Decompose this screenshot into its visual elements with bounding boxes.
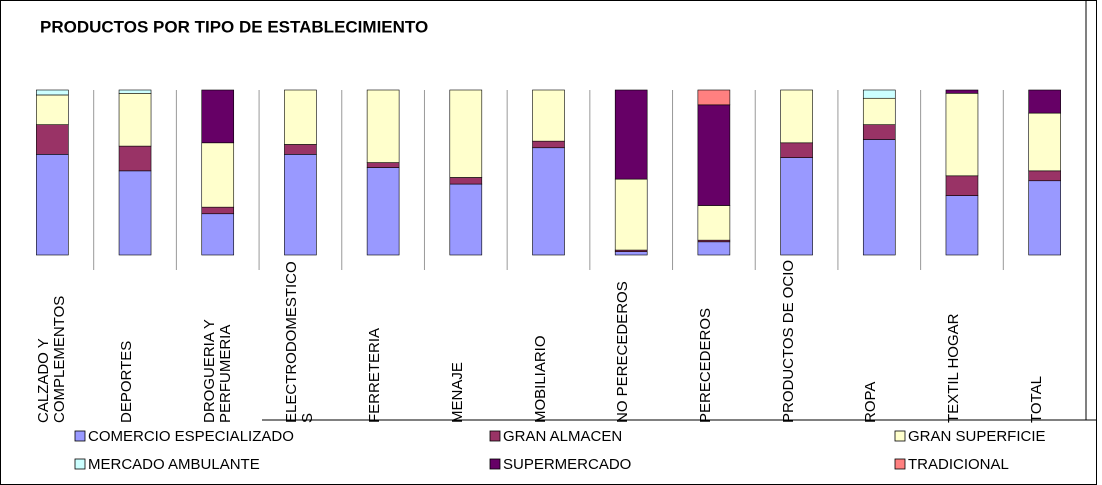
bar-segment: [118, 93, 152, 147]
x-tick-label: MENAJE: [448, 362, 466, 423]
legend-label: TRADICIONAL: [908, 456, 1009, 473]
bar-segment: [449, 183, 483, 256]
legend-swatch: [74, 430, 86, 442]
bar-segment: [862, 89, 896, 99]
bar-segment: [118, 89, 152, 94]
x-tick-label: ROPA: [862, 381, 880, 423]
bar-segment: [862, 124, 896, 140]
bar-segment: [366, 89, 400, 163]
bar-segment: [614, 251, 648, 256]
bar-segment: [945, 175, 979, 196]
bar-segment: [614, 178, 648, 251]
bar-segment: [36, 94, 69, 125]
bar-segment: [1028, 180, 1061, 256]
bar-segment: [1028, 170, 1061, 182]
chart-title: PRODUCTOS POR TIPO DE ESTABLECIMIENTO: [40, 17, 428, 36]
bar-segment: [366, 167, 400, 256]
bar-segment: [532, 147, 565, 256]
bar-segment: [36, 124, 69, 155]
bar-segment: [118, 170, 152, 256]
x-tick-label: PRODUCTOS DE OCIO: [779, 259, 797, 423]
bar-segment: [697, 241, 731, 256]
legend-swatch: [894, 458, 906, 470]
bar-segment: [284, 89, 317, 145]
legend-label: MERCADO AMBULANTE: [88, 456, 260, 473]
legend-label: COMERCIO ESPECIALIZADO: [88, 428, 294, 445]
x-tick-label: TOTAL: [1027, 376, 1045, 423]
x-tick-label: FERRETERIA: [366, 327, 384, 423]
legend-swatch: [894, 430, 906, 442]
bar-segment: [201, 206, 235, 215]
bar-segment: [36, 89, 69, 96]
bar-segment: [780, 142, 813, 158]
legend-label: GRAN SUPERFICIE: [908, 428, 1046, 445]
x-tick-label: CALZADO Y COMPLEMENTOS: [35, 295, 69, 423]
bar-segment: [201, 142, 235, 208]
bar-segment: [1028, 112, 1061, 172]
x-tick-label: DROGUERIA Y PERFUMERIA: [200, 319, 234, 423]
bar-segment: [284, 154, 317, 256]
bar-segment: [449, 89, 483, 178]
bar-segment: [449, 177, 483, 185]
bar-segment: [36, 154, 69, 256]
bar-segment: [1028, 89, 1061, 114]
bar-segment: [945, 93, 979, 177]
bar-segment: [780, 89, 813, 144]
x-tick-label: TEXTIL HOGAR: [944, 313, 962, 423]
bar-segment: [532, 140, 565, 149]
bar-segment: [780, 157, 813, 256]
bar-segment: [366, 162, 400, 168]
bar-segment: [532, 89, 565, 142]
bar-segment: [284, 144, 317, 155]
bar-segment: [945, 89, 979, 94]
legend-label: SUPERMERCADO: [503, 456, 631, 473]
x-tick-label: NO PERECEDEROS: [614, 281, 632, 423]
bar-segment: [697, 89, 731, 106]
x-tick-label: PERECEDEROS: [696, 307, 714, 423]
bar-segment: [614, 89, 648, 180]
bar-segment: [201, 89, 235, 144]
x-tick-label: ELECTRODOMESTICOS: [283, 261, 317, 423]
bar-segment: [697, 205, 731, 241]
bar-segment: [697, 104, 731, 206]
bar-segment: [118, 145, 152, 172]
bar-segment: [862, 139, 896, 256]
legend-swatch: [489, 430, 501, 442]
legend-label: GRAN ALMACEN: [503, 428, 622, 445]
legend-swatch: [74, 458, 86, 470]
bar-segment: [862, 97, 896, 125]
bar-segment: [201, 213, 235, 256]
bar-segment: [945, 195, 979, 256]
legend-swatch: [489, 458, 501, 470]
x-tick-label: MOBILIARIO: [531, 335, 549, 423]
x-tick-label: DEPORTES: [118, 340, 136, 423]
